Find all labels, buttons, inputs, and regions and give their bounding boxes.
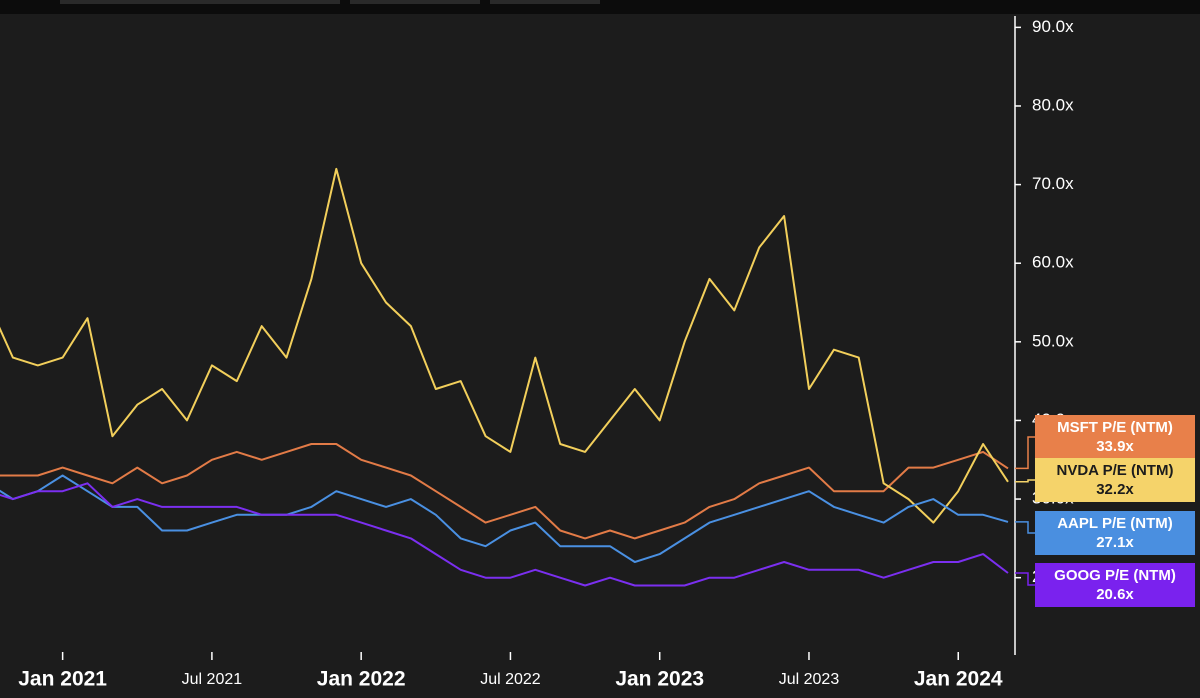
x-tick-label: Jan 2021 [18,668,107,691]
label-connector [1015,436,1035,470]
x-tick-label: Jul 2023 [779,671,840,688]
plot-area [0,167,1009,587]
x-tick-label: Jan 2023 [615,668,704,691]
series-line [0,443,1009,540]
legend-label: NVDA P/E (NTM) [1057,462,1174,479]
x-tick-label: Jan 2022 [317,668,406,691]
y-tick-label: 80.0x [1032,95,1074,114]
series-line [0,474,1009,563]
legend-label: MSFT P/E (NTM) [1057,419,1173,436]
label-connector [1015,479,1035,483]
y-tick-label: 70.0x [1032,174,1074,193]
end-label-box [1035,511,1195,555]
tab[interactable] [60,0,340,4]
tab[interactable] [490,0,600,4]
end-value-label: 27.1x [1096,534,1134,551]
end-label-box [1035,458,1195,502]
x-tick-label: Jul 2021 [182,671,243,688]
y-tick-label: 60.0x [1032,253,1074,272]
end-value-label: 20.6x [1096,586,1134,603]
label-connector [1015,521,1035,534]
y-tick-label: 50.0x [1032,331,1074,350]
end-label-box [1035,563,1195,607]
tab[interactable] [350,0,480,4]
x-tick-label: Jul 2022 [480,671,541,688]
series-line [0,167,1009,524]
label-connector [1015,572,1035,586]
legend-label: AAPL P/E (NTM) [1057,515,1173,532]
series-line [0,482,1009,587]
end-value-label: 32.2x [1096,481,1134,498]
end-label-box [1035,415,1195,459]
x-tick-label: Jan 2024 [914,668,1003,691]
y-tick-label: 90.0x [1032,17,1074,36]
legend-label: GOOG P/E (NTM) [1054,567,1176,584]
end-value-label: 33.9x [1096,438,1134,455]
